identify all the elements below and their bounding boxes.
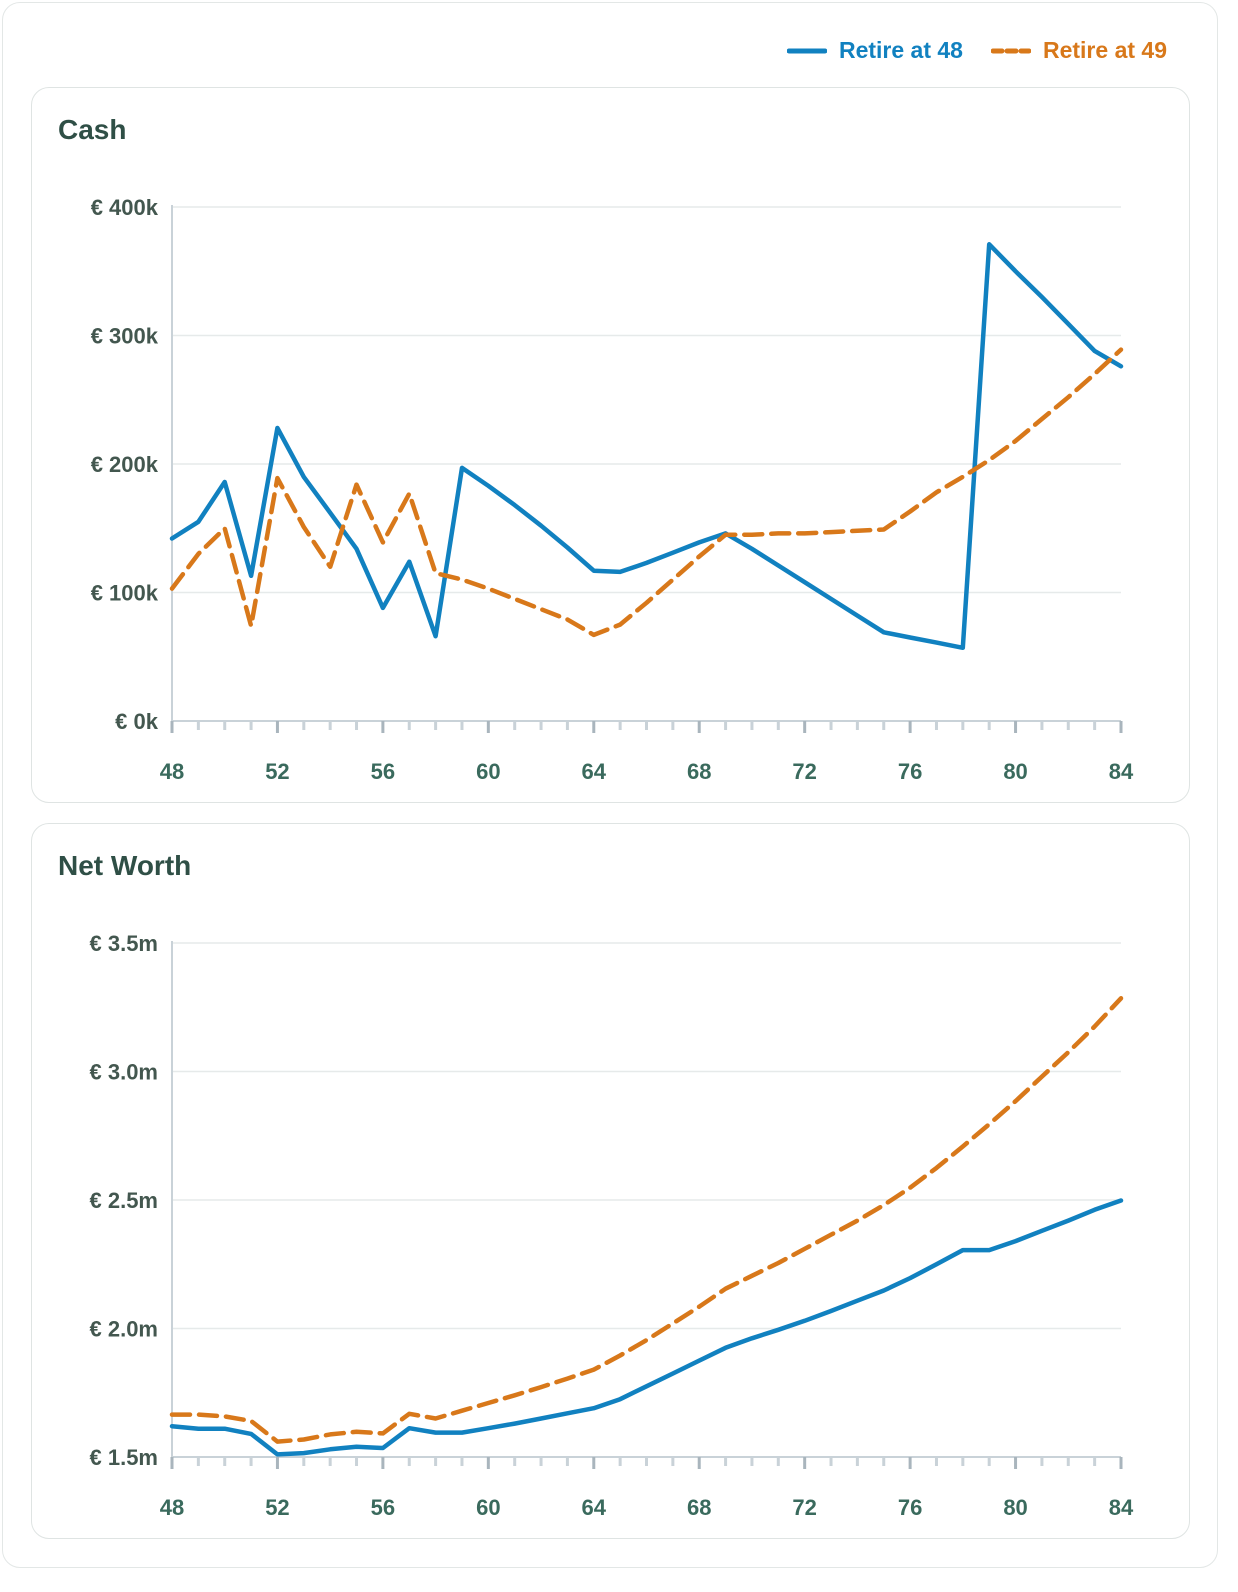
cash-chart-card: Cash € 0k € 100k € 200k € 300k € 400k 48 52 56 6… bbox=[31, 87, 1190, 803]
x-tick-label: 48 bbox=[160, 759, 184, 784]
x-tick-label: 64 bbox=[582, 1495, 607, 1520]
y-tick-label: € 100k bbox=[91, 581, 159, 606]
x-tick-label: 68 bbox=[687, 759, 711, 784]
legend-label-retire-48: Retire at 48 bbox=[838, 37, 963, 63]
x-tick-label: 52 bbox=[265, 1495, 289, 1520]
x-tick-label: 72 bbox=[792, 1495, 816, 1520]
y-tick-label: € 3.0m bbox=[90, 1060, 159, 1085]
chart-title: Cash bbox=[58, 114, 127, 145]
chart-title: Net Worth bbox=[58, 850, 192, 881]
legend-item-retire-48[interactable]: Retire at 48 bbox=[786, 37, 963, 64]
y-tick-label: € 0k bbox=[115, 709, 159, 734]
legend: Retire at 48 Retire at 49 bbox=[786, 37, 1167, 64]
cash-chart-svg: € 0k € 100k € 200k € 300k € 400k 48 52 56 60 64 68… bbox=[91, 195, 1134, 784]
x-tick-label: 80 bbox=[1003, 759, 1027, 784]
net-worth-chart-svg: € 1.5m € 2.0m € 2.5m € 3.0m € 3.5m 48 52 56 60 64… bbox=[90, 931, 1134, 1520]
legend-item-retire-49[interactable]: Retire at 49 bbox=[990, 37, 1167, 64]
legend-label-retire-49: Retire at 49 bbox=[1042, 37, 1167, 63]
series-line-retire-49 bbox=[169, 347, 1124, 638]
dashed-line-swatch-icon bbox=[990, 48, 1031, 53]
x-tick-label: 64 bbox=[582, 759, 607, 784]
y-tick-label: € 200k bbox=[91, 452, 159, 477]
y-tick-label: € 2.5m bbox=[90, 1188, 159, 1213]
x-tick-label: 56 bbox=[371, 1495, 395, 1520]
x-tick-label: 84 bbox=[1109, 759, 1134, 784]
solid-line-swatch-icon bbox=[786, 48, 827, 53]
x-tick-label: 80 bbox=[1003, 1495, 1027, 1520]
x-tick-label: 76 bbox=[898, 759, 922, 784]
y-tick-label: € 1.5m bbox=[90, 1445, 159, 1470]
series-line-retire-48 bbox=[169, 1198, 1124, 1457]
y-tick-label: € 3.5m bbox=[90, 931, 159, 956]
x-tick-label: 68 bbox=[687, 1495, 711, 1520]
x-tick-label: 60 bbox=[476, 1495, 500, 1520]
x-tick-label: 76 bbox=[898, 1495, 922, 1520]
x-tick-label: 52 bbox=[265, 759, 289, 784]
x-tick-label: 84 bbox=[1109, 1495, 1134, 1520]
y-tick-label: € 300k bbox=[91, 324, 159, 349]
net-worth-chart-card: Net Worth € 1.5m € 2.0m € 2.5m € 3.0m € 3.5m… bbox=[31, 823, 1190, 1539]
x-tick-label: 72 bbox=[792, 759, 816, 784]
y-tick-label: € 400k bbox=[91, 195, 159, 220]
series-line-retire-49 bbox=[169, 996, 1124, 1444]
x-tick-label: 60 bbox=[476, 759, 500, 784]
series-line-retire-48 bbox=[169, 242, 1124, 651]
x-tick-label: 56 bbox=[371, 759, 395, 784]
x-tick-label: 48 bbox=[160, 1495, 184, 1520]
y-tick-label: € 2.0m bbox=[90, 1317, 159, 1342]
